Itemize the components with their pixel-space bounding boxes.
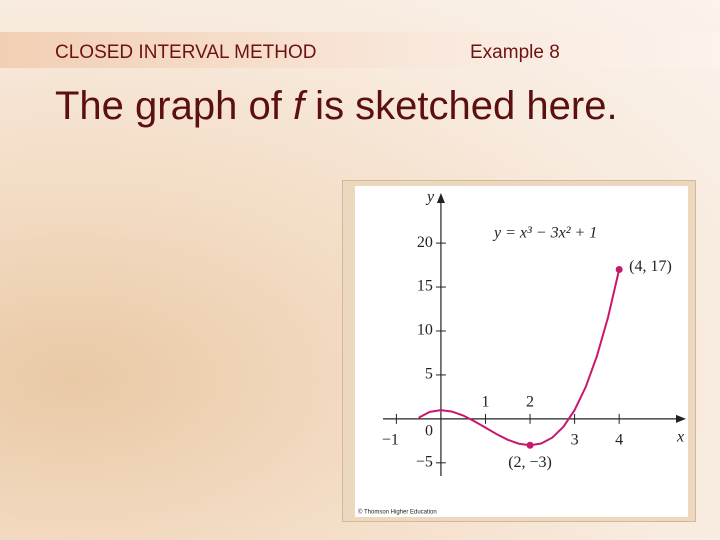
curve [418,269,621,447]
text-italic: f [292,84,305,128]
y-tick-label: 20 [417,234,433,251]
y-axis-arrow [436,193,445,203]
equation: y = x³ − 3x² + 1 [492,225,597,242]
x-tick-label: 3 [571,432,579,449]
y-tick-label: 15 [417,278,433,295]
chart: y = x³ − 3x² + 1 x y 0 © Thomson Higher … [355,186,688,517]
y-tick-label: −5 [416,453,433,470]
text: is sketched here. [304,84,618,128]
credit: © Thomson Higher Education [358,509,437,516]
example-label: Example 8 [470,42,560,63]
x-axis-label: x [676,429,684,446]
point-label: (2, −3) [508,454,552,471]
y-tick-label: 5 [425,366,433,383]
point [526,441,534,449]
x-tick-label: −1 [382,432,399,449]
x-axis-arrow [676,414,686,423]
point-label: (4, 17) [629,258,672,275]
y-axis-label: y [425,189,435,206]
point [615,265,623,273]
y-tick-label: 10 [417,322,433,339]
x-tick-label: 4 [615,432,623,449]
text: The graph of [55,84,293,128]
x-tick-label: 1 [481,394,489,411]
body-text: The graph of f is sketched here. [55,84,618,129]
section-title: CLOSED INTERVAL METHOD [55,42,317,63]
header-band [0,32,720,68]
x-tick-label: 2 [526,394,534,411]
origin-label: 0 [425,423,433,440]
